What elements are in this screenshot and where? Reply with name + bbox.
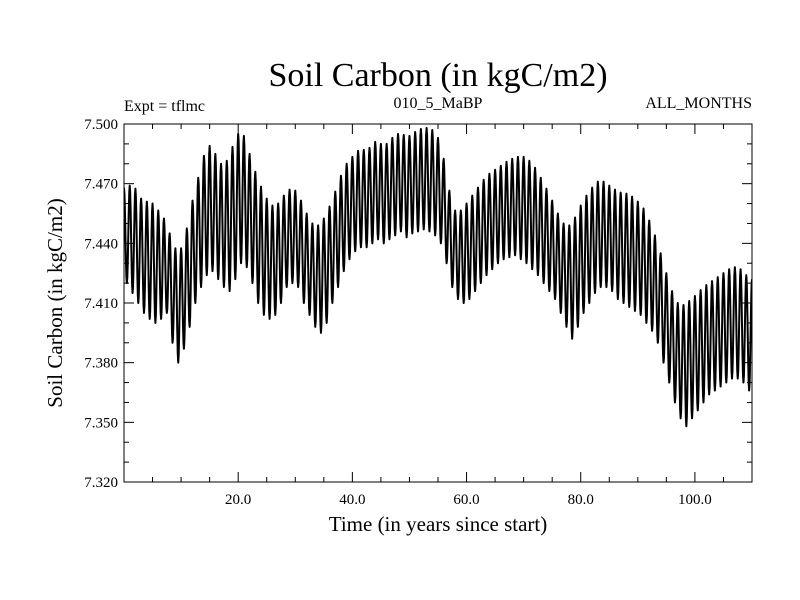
x-tick-label: 100.0 <box>678 492 712 508</box>
period-label: 010_5_MaBP <box>394 95 483 112</box>
months-label: ALL_MONTHS <box>645 95 752 112</box>
soil-carbon-series-line <box>124 126 752 428</box>
y-tick-label: 7.500 <box>84 117 118 133</box>
x-tick-label: 60.0 <box>453 492 479 508</box>
y-tick-label: 7.470 <box>84 177 118 193</box>
y-tick-label: 7.410 <box>84 296 118 312</box>
y-tick-label: 7.350 <box>84 415 118 431</box>
x-tick-label: 40.0 <box>339 492 365 508</box>
x-tick-label: 20.0 <box>225 492 251 508</box>
y-tick-label: 7.320 <box>84 475 118 491</box>
x-axis-label: Time (in years since start) <box>329 512 548 536</box>
chart-title: Soil Carbon (in kgC/m2) <box>268 57 607 94</box>
y-tick-label: 7.380 <box>84 356 118 372</box>
plot-frame <box>123 123 753 483</box>
y-tick-label: 7.440 <box>84 236 118 252</box>
y-axis-label: Soil Carbon (in kgC/m2) <box>43 198 67 407</box>
x-tick-label: 80.0 <box>568 492 594 508</box>
experiment-label: Expt = tflmc <box>124 98 205 115</box>
